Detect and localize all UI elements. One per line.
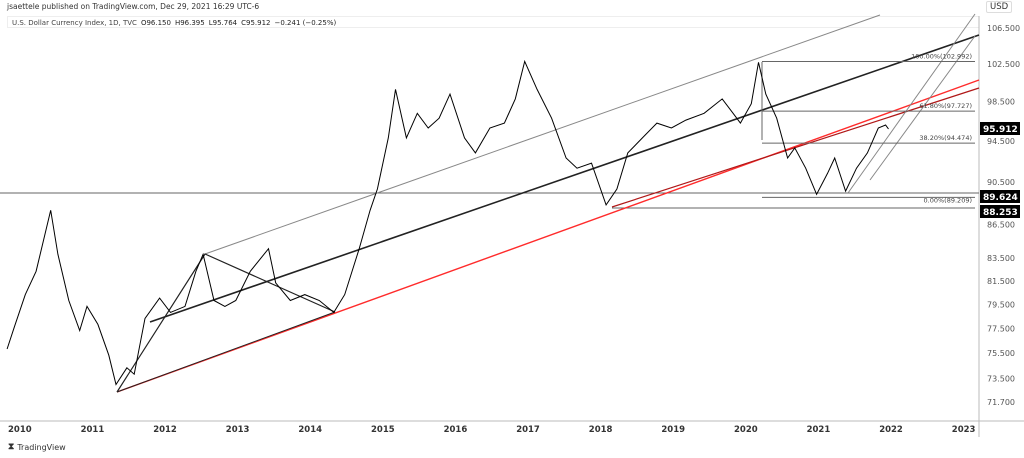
y-tick-label: 79.500	[987, 300, 1015, 309]
footer-brand[interactable]: ⧗ TradingView	[8, 442, 66, 452]
fib-level-label: 0.00%(89.209)	[924, 196, 972, 204]
darkred-trendline[interactable]	[611, 87, 980, 208]
channel-line-b[interactable]	[869, 35, 976, 181]
y-tick-label: 75.500	[987, 349, 1015, 358]
price-series-line	[6, 59, 889, 386]
publisher-line: jsaettele published on TradingView.com, …	[7, 2, 260, 11]
tradingview-logo-icon: ⧗	[8, 442, 15, 452]
x-tick-label: 2023	[952, 425, 976, 435]
svg-text:88.253: 88.253	[983, 208, 1018, 218]
last-price-label: 95.912	[980, 122, 1020, 135]
x-tick-label: 2013	[226, 425, 250, 435]
change-value: −0.241 (−0.25%)	[274, 19, 337, 27]
x-tick-label: 2011	[81, 425, 105, 435]
level-price-label-2: 88.253	[980, 205, 1020, 218]
x-tick-label: 2019	[661, 425, 685, 435]
ohlc-close: C95.912	[241, 19, 271, 27]
x-tick-label: 2016	[444, 425, 468, 435]
fib-level-label: 100.00%(102.992)	[911, 52, 972, 60]
pitchfork-base[interactable]	[116, 311, 336, 393]
y-tick-label: 83.500	[987, 254, 1015, 263]
symbol-name: U.S. Dollar Currency Index, 1D, TVC	[12, 19, 137, 27]
y-tick-label: 102.500	[987, 60, 1020, 69]
x-tick-label: 2015	[371, 425, 395, 435]
channel-line-a[interactable]	[847, 13, 976, 194]
symbol-legend: U.S. Dollar Currency Index, 1D, TVC O96.1…	[7, 16, 979, 28]
y-tick-label: 94.500	[987, 137, 1015, 146]
fib-level-label: 38.20%(94.474)	[919, 134, 972, 142]
ohlc-high: H96.395	[174, 19, 205, 27]
y-tick-label: 77.500	[987, 324, 1015, 333]
black-trendline[interactable]	[149, 34, 980, 323]
x-tick-label: 2018	[589, 425, 613, 435]
y-tick-label: 90.500	[987, 178, 1015, 187]
y-tick-label: 81.500	[987, 277, 1015, 286]
x-tick-label: 2020	[734, 425, 758, 435]
footer-brand-label: TradingView	[17, 442, 66, 452]
x-tick-label: 2021	[807, 425, 831, 435]
svg-text:95.912: 95.912	[983, 125, 1018, 135]
ohlc-open: O96.150	[140, 19, 171, 27]
level-price-label-1: 89.624	[980, 190, 1020, 203]
red-trendline[interactable]	[116, 79, 980, 393]
x-tick-label: 2017	[516, 425, 540, 435]
x-tick-label: 2012	[153, 425, 177, 435]
upper-channel-line[interactable]	[204, 14, 881, 255]
y-tick-label: 86.500	[987, 221, 1015, 230]
y-tick-label: 71.700	[987, 398, 1015, 407]
x-tick-label: 2010	[8, 425, 32, 435]
fib-level-label: 61.80%(97.727)	[919, 102, 972, 110]
y-tick-label: 106.500	[987, 24, 1020, 33]
x-tick-label: 2014	[298, 425, 322, 435]
y-tick-label: 73.500	[987, 375, 1015, 384]
x-tick-label: 2022	[879, 425, 903, 435]
pitchfork-lines[interactable]	[116, 253, 336, 393]
svg-text:89.624: 89.624	[983, 193, 1018, 203]
ohlc-low: L95.764	[208, 19, 238, 27]
y-tick-label: 98.500	[987, 98, 1015, 107]
currency-button[interactable]: USD	[986, 1, 1013, 13]
